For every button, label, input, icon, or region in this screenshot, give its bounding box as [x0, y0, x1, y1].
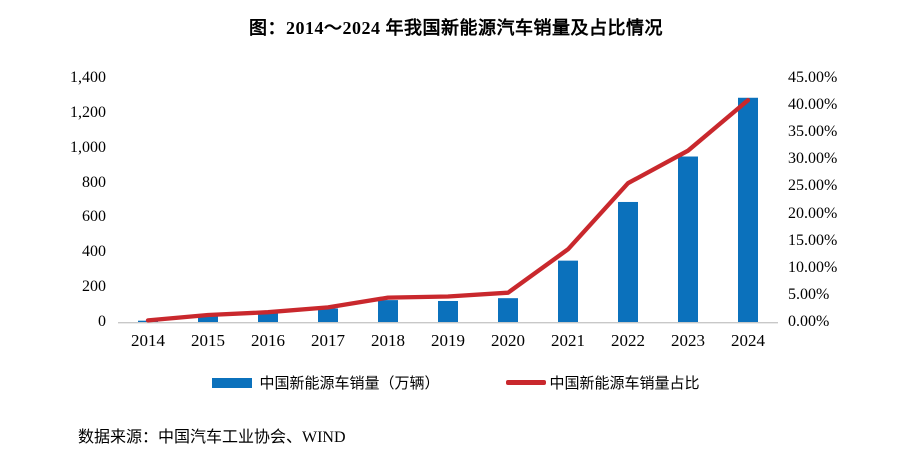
- left-axis-tick: 1,000: [70, 138, 106, 156]
- x-axis-tick: 2023: [671, 331, 705, 350]
- legend-item-sales: 中国新能源车销量（万辆）: [212, 372, 440, 393]
- right-axis-tick: 40.00%: [788, 96, 838, 114]
- sales-bar: [558, 260, 578, 322]
- x-axis-tick: 2024: [731, 331, 765, 350]
- x-axis-tick: 2021: [551, 331, 585, 350]
- right-axis-tick: 5.00%: [788, 285, 830, 303]
- x-axis-tick: 2022: [611, 331, 645, 350]
- right-axis-tick: 25.00%: [788, 177, 838, 195]
- left-axis-tick: 1,400: [70, 69, 106, 86]
- share-line: [145, 98, 751, 323]
- x-axis-tick: 2016: [251, 331, 285, 350]
- left-axis-tick: 800: [82, 173, 106, 191]
- bar-series-swatch-icon: [212, 377, 253, 388]
- x-axis-tick: 2014: [131, 331, 165, 350]
- right-axis-tick: 35.00%: [788, 123, 838, 141]
- legend-label-share: 中国新能源车销量占比: [549, 376, 700, 392]
- sales-bar: [618, 201, 638, 322]
- left-axis: 1,400 1,200 1,000 800 600 400 200 0: [0, 69, 106, 330]
- x-axis-tick: 2018: [371, 331, 405, 350]
- right-axis: 45.00% 40.00% 35.00% 30.00% 25.00% 20.00% 15.0…: [788, 69, 898, 330]
- x-axis-tick: 2019: [431, 331, 465, 350]
- plot-area: [118, 97, 778, 324]
- legend-item-share: 中国新能源车销量占比: [505, 372, 700, 393]
- left-axis-tick: 1,200: [70, 103, 106, 121]
- left-axis-tick: 400: [82, 243, 106, 261]
- chart-title: 图：2014～2024 年我国新能源汽车销量及占比情况: [249, 18, 663, 38]
- sales-bar: [438, 300, 458, 322]
- right-axis-tick: 10.00%: [788, 258, 838, 276]
- x-axis: 2014 2015 2016 2017 2018 2019 2020 2021 2022 2023…: [118, 331, 778, 351]
- sales-bar: [198, 316, 218, 322]
- sales-bar: [258, 313, 278, 322]
- right-axis-tick: 20.00%: [788, 204, 838, 222]
- sales-bar: [678, 156, 698, 322]
- x-axis-tick: 2017: [311, 331, 345, 350]
- sales-bar: [318, 308, 338, 322]
- right-axis-tick: 45.00%: [788, 69, 838, 86]
- left-axis-tick: 0: [98, 313, 106, 330]
- x-axis-tick: 2015: [191, 331, 225, 350]
- sales-bar: [498, 298, 518, 322]
- x-axis-tick: 2020: [491, 331, 525, 350]
- line-series-swatch-icon: [505, 380, 546, 385]
- legend-label-sales: 中国新能源车销量（万辆）: [259, 376, 440, 392]
- right-axis-tick: 15.00%: [788, 231, 838, 249]
- sales-bar: [738, 97, 758, 322]
- data-source-note: 数据来源：中国汽车工业协会、WIND: [78, 429, 346, 446]
- sales-bar: [378, 300, 398, 322]
- left-axis-tick: 200: [82, 278, 106, 296]
- chart-legend: 中国新能源车销量（万辆） 中国新能源车销量占比: [0, 372, 912, 393]
- left-axis-tick: 600: [82, 208, 106, 226]
- right-axis-tick: 30.00%: [788, 150, 838, 168]
- right-axis-tick: 0.00%: [788, 313, 830, 330]
